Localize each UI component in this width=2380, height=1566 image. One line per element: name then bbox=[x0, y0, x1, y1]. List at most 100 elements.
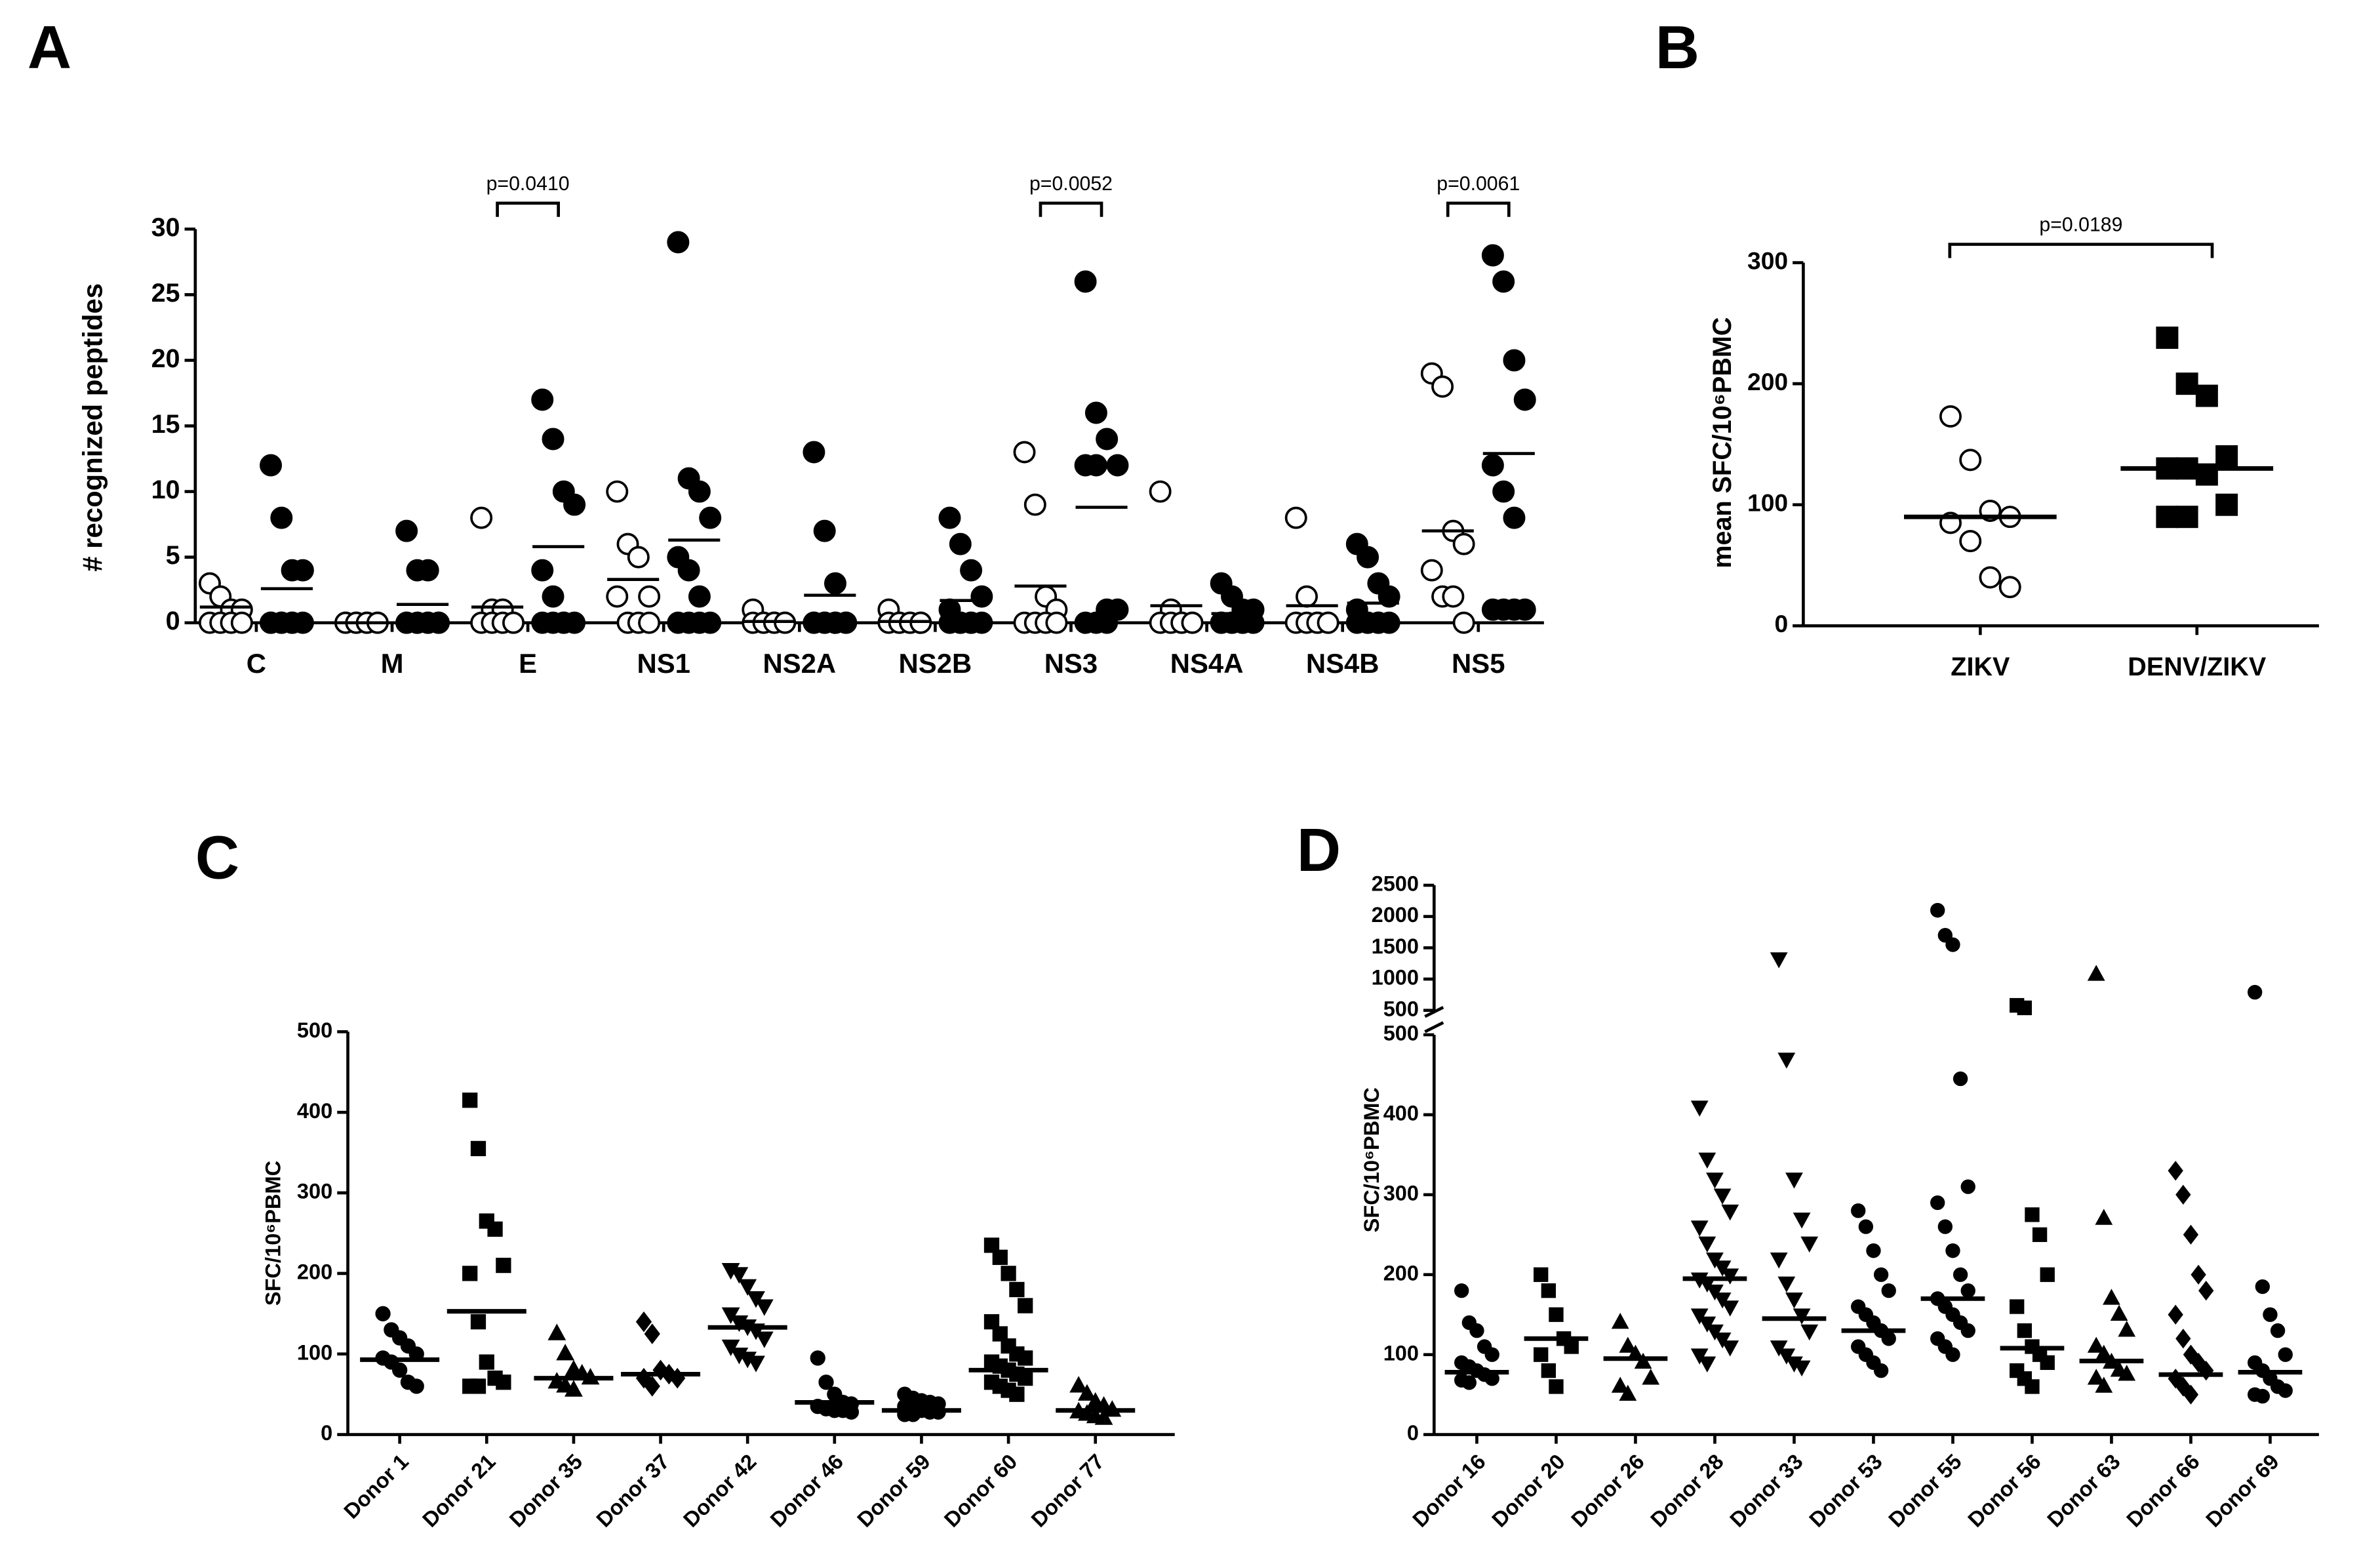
x-tick-label: Donor 55 bbox=[1884, 1449, 1966, 1531]
circle-point bbox=[824, 611, 846, 634]
triangle-down-point bbox=[1793, 1308, 1811, 1325]
x-tick-label: Donor 46 bbox=[766, 1449, 848, 1531]
x-tick-label: NS5 bbox=[1452, 648, 1505, 679]
circle-point bbox=[291, 559, 314, 582]
circle-point bbox=[1953, 1267, 1968, 1282]
circle-point bbox=[677, 559, 700, 582]
diamond-point bbox=[2198, 1280, 2214, 1301]
triangle-down-point bbox=[1721, 1204, 1739, 1221]
square-point bbox=[1018, 1370, 1033, 1386]
x-tick-label: NS3 bbox=[1044, 648, 1098, 679]
x-tick-label: Donor 63 bbox=[2043, 1449, 2125, 1531]
diamond-point bbox=[2168, 1304, 2183, 1325]
x-tick-label: Donor 26 bbox=[1567, 1449, 1649, 1531]
circle-point bbox=[1074, 270, 1097, 293]
circle-point bbox=[1945, 937, 1960, 952]
diamond-point bbox=[2175, 1329, 2191, 1349]
open-circle-point bbox=[1149, 480, 1172, 503]
y-tick-label: 5 bbox=[166, 541, 180, 570]
square-point bbox=[479, 1354, 494, 1370]
y-tick-label: 200 bbox=[1747, 368, 1788, 395]
triangle-down-point bbox=[1690, 1308, 1709, 1325]
y-tick-label: 2500 bbox=[1372, 872, 1419, 896]
open-circle-point bbox=[1181, 611, 1204, 634]
y-tick-label: 1000 bbox=[1372, 966, 1419, 990]
square-point bbox=[2040, 1267, 2055, 1282]
open-circle-point bbox=[1452, 611, 1475, 634]
square-point bbox=[1534, 1267, 1549, 1282]
panel-label: C bbox=[195, 824, 239, 892]
circle-point bbox=[392, 1362, 408, 1378]
triangle-point bbox=[2095, 1209, 2113, 1225]
open-circle-point bbox=[1431, 375, 1454, 398]
square-point bbox=[470, 1314, 486, 1330]
triangle-point bbox=[2103, 1289, 2120, 1305]
y-tick-label: 0 bbox=[1407, 1421, 1419, 1445]
triangle-down-point bbox=[755, 1331, 774, 1348]
square-point bbox=[470, 1140, 486, 1157]
open-circle-point bbox=[1959, 530, 1982, 553]
triangle-point bbox=[556, 1376, 575, 1393]
panel-label: D bbox=[1297, 816, 1341, 884]
triangle-point bbox=[1634, 1352, 1652, 1369]
circle-point bbox=[843, 1404, 860, 1420]
square-point bbox=[1534, 1347, 1549, 1362]
circle-point bbox=[1881, 1283, 1896, 1298]
circle-point bbox=[1481, 454, 1504, 477]
open-circle-point bbox=[638, 611, 661, 634]
triangle-point bbox=[2087, 1369, 2105, 1385]
y-tick-label: 400 bbox=[297, 1099, 332, 1123]
y-tick-label: 100 bbox=[1747, 489, 1788, 517]
circle-point bbox=[1851, 1203, 1866, 1218]
open-circle-point bbox=[606, 585, 629, 608]
p-value: p=0.0052 bbox=[1029, 173, 1113, 195]
circle-point bbox=[1866, 1243, 1881, 1258]
square-point bbox=[2156, 326, 2179, 349]
x-tick-label: NS4A bbox=[1170, 648, 1244, 679]
circle-point bbox=[1945, 1243, 1960, 1258]
open-circle-point bbox=[1284, 506, 1307, 529]
circle-point bbox=[1953, 1071, 1968, 1087]
y-axis-label: SFC/10⁶PBMC bbox=[261, 1161, 285, 1306]
triangle-down-point bbox=[1770, 952, 1788, 969]
p-value: p=0.0061 bbox=[1437, 173, 1520, 195]
triangle-down-point bbox=[1785, 1293, 1803, 1309]
x-tick-label: Donor 37 bbox=[592, 1449, 674, 1531]
significance-bracket bbox=[1446, 201, 1511, 217]
triangle-point bbox=[547, 1372, 566, 1389]
p-value: p=0.0410 bbox=[486, 173, 570, 195]
square-point bbox=[2017, 1000, 2032, 1016]
triangle-down-point bbox=[1793, 1360, 1811, 1376]
triangle-down-point bbox=[1713, 1293, 1732, 1309]
triangle-down-point bbox=[1713, 1188, 1732, 1205]
square-point bbox=[2025, 1207, 2040, 1222]
y-axis-label: SFC/10⁶PBMC bbox=[1360, 1087, 1383, 1232]
square-point bbox=[1541, 1283, 1556, 1298]
triangle-down-point bbox=[1698, 1356, 1716, 1373]
x-tick-label: Donor 42 bbox=[679, 1449, 761, 1531]
square-point bbox=[2215, 493, 2238, 516]
square-point bbox=[2175, 372, 2198, 395]
open-circle-point bbox=[1296, 585, 1318, 608]
circle-point bbox=[1492, 480, 1515, 503]
diamond-point bbox=[2198, 1360, 2214, 1381]
x-tick-label: Donor 16 bbox=[1408, 1449, 1490, 1531]
circle-point bbox=[818, 1375, 834, 1390]
triangle-point bbox=[565, 1380, 583, 1397]
triangle-down-point bbox=[1698, 1236, 1716, 1253]
circle-point bbox=[1873, 1363, 1889, 1378]
triangle-down-point bbox=[1690, 1100, 1709, 1117]
y-tick-label: 0 bbox=[166, 607, 180, 635]
x-tick-label: Donor 35 bbox=[505, 1449, 587, 1531]
square-point bbox=[470, 1378, 486, 1394]
y-tick-label: 500 bbox=[297, 1018, 332, 1042]
circle-point bbox=[270, 506, 293, 529]
triangle-down-point bbox=[738, 1279, 757, 1296]
circle-point bbox=[1930, 902, 1945, 918]
triangle-down-point bbox=[1713, 1260, 1732, 1277]
square-point bbox=[1009, 1281, 1025, 1298]
triangle-down-point bbox=[1713, 1332, 1732, 1349]
square-point bbox=[1001, 1266, 1016, 1281]
triangle-down-point bbox=[1777, 1053, 1796, 1069]
triangle-down-point bbox=[721, 1339, 740, 1357]
